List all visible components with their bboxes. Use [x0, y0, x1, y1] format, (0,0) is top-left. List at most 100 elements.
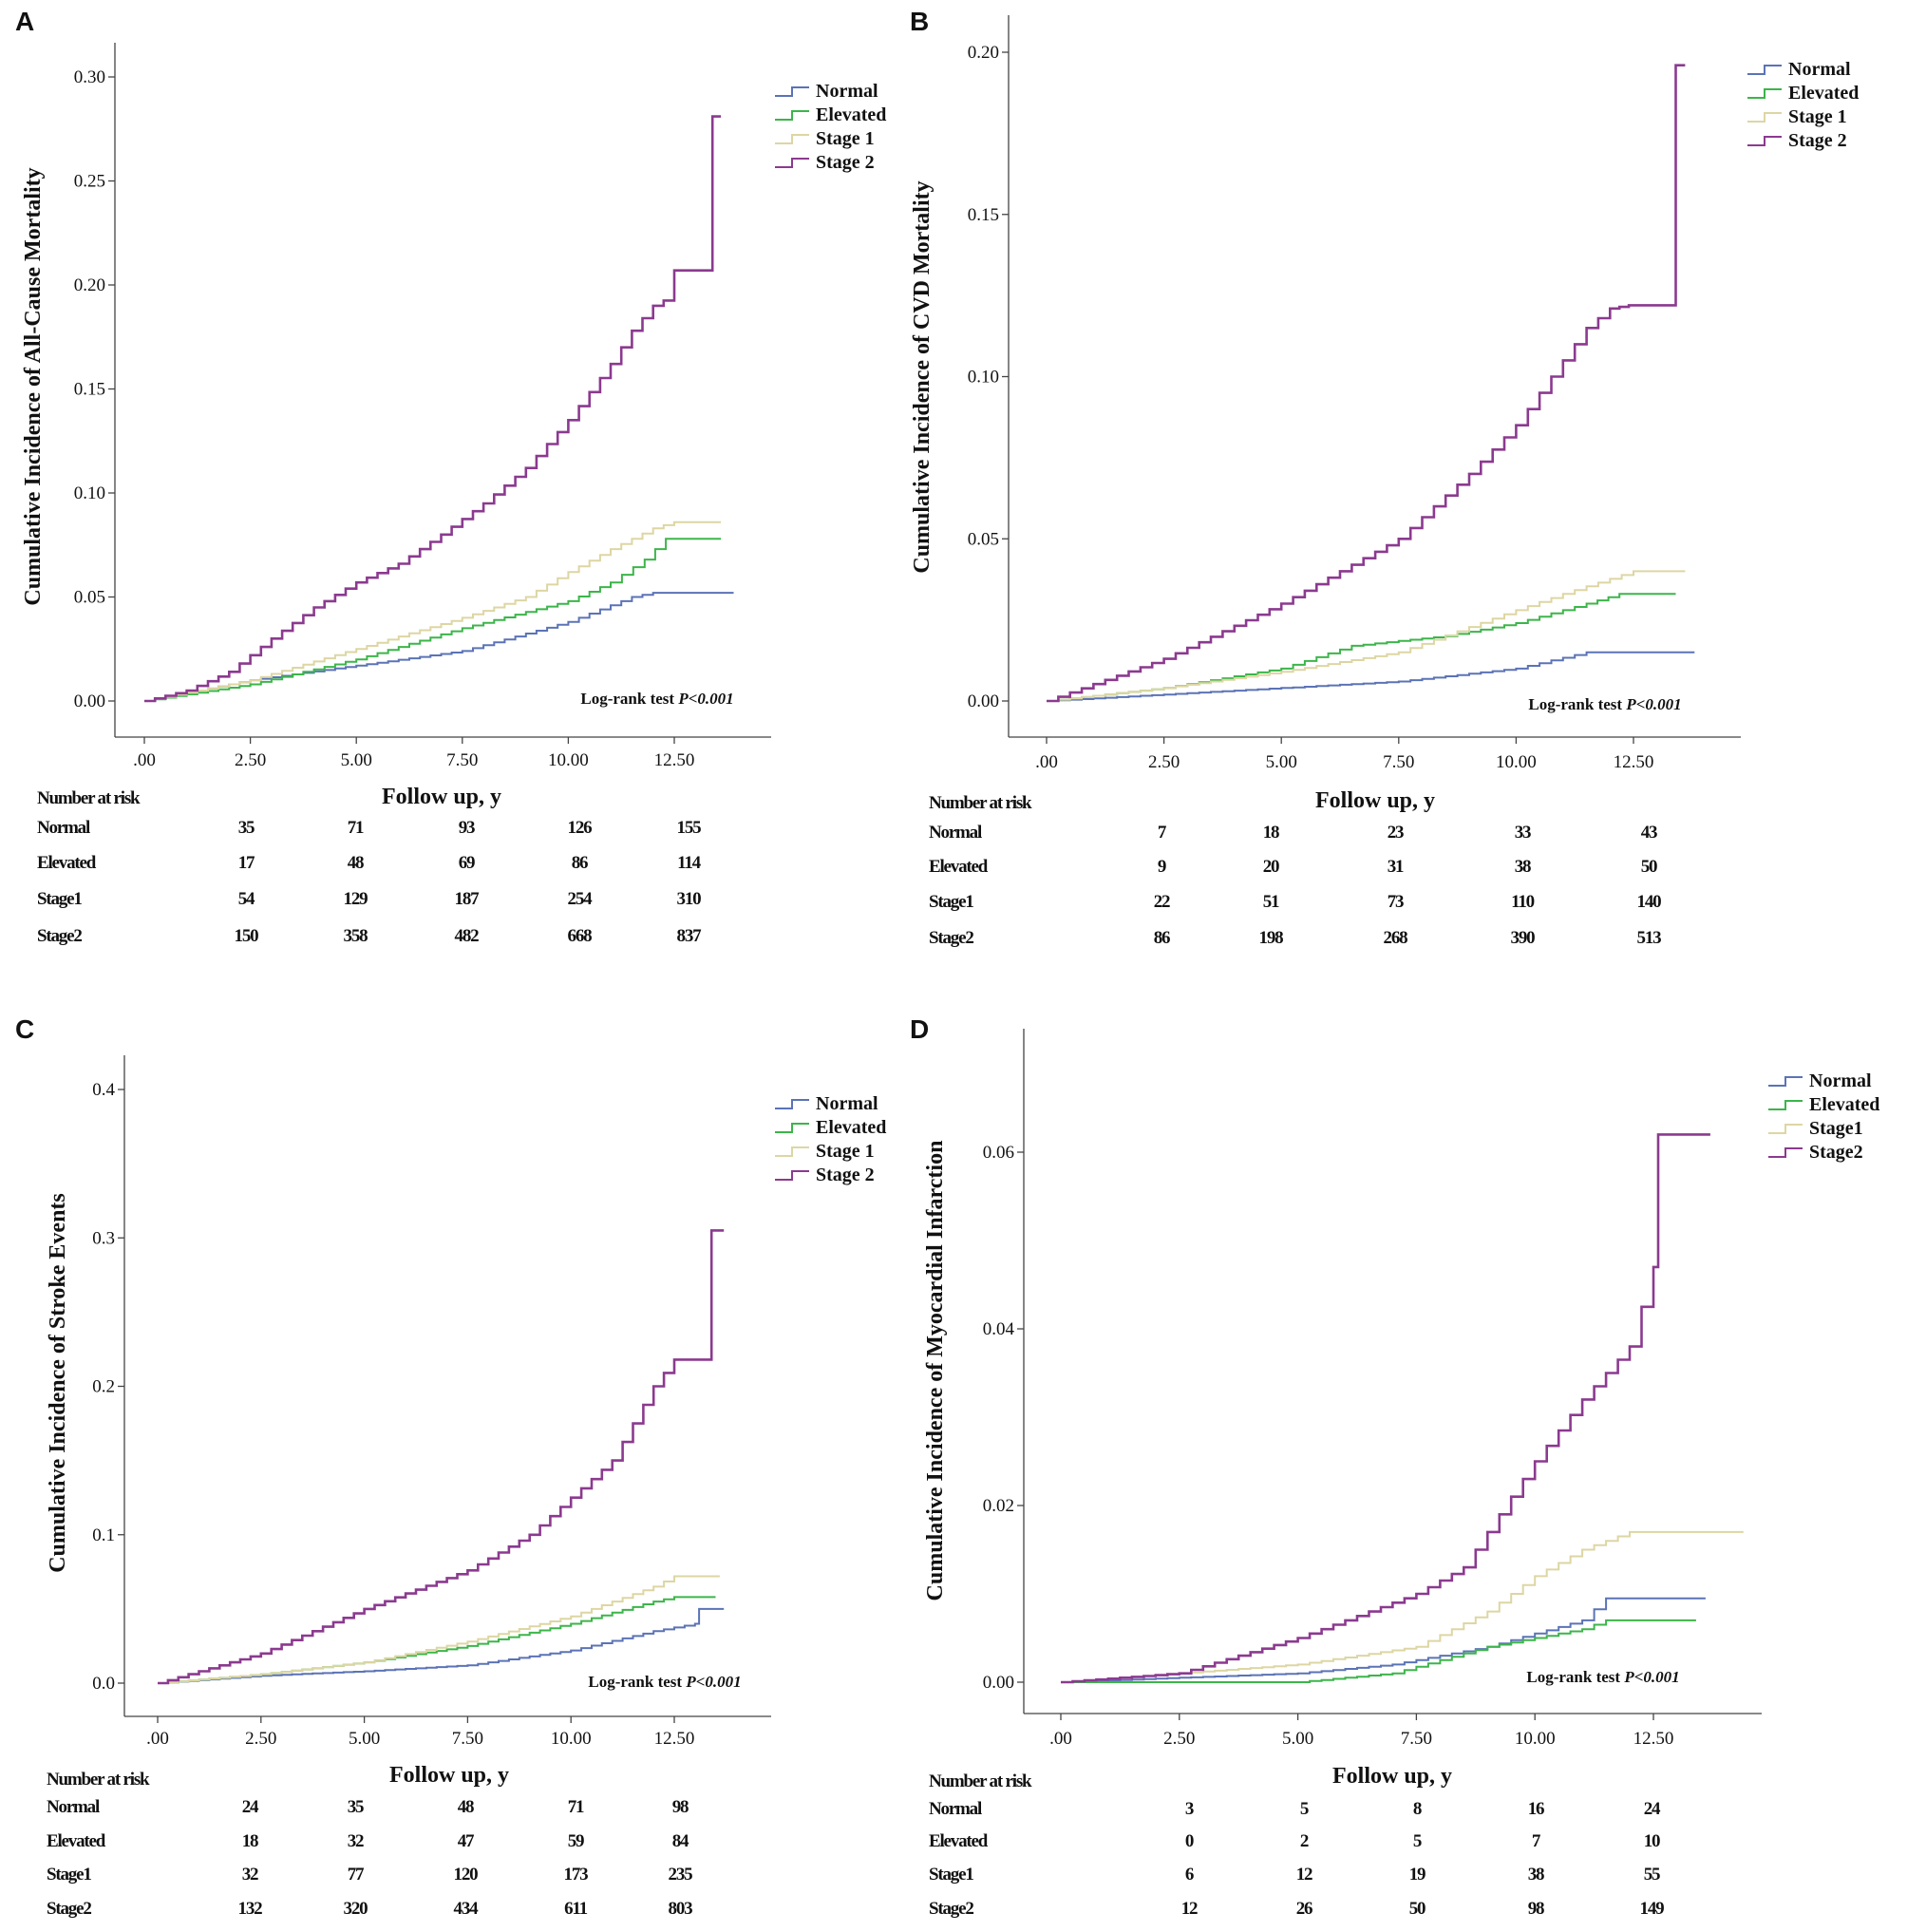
risk-cell: 86 — [1154, 928, 1170, 948]
y-tick-label: 0.4 — [92, 1080, 115, 1100]
panel-letter: C — [15, 1014, 34, 1044]
series-line-elevated — [1061, 1619, 1696, 1683]
risk-cell: 54 — [238, 889, 255, 909]
x-axis-label: Follow up, y — [1332, 1764, 1452, 1789]
risk-table-row: Stage2 12 26 50 98 149 — [929, 1899, 1665, 1919]
x-tick-label: 7.50 — [1383, 752, 1414, 772]
risk-table-row: Normal 35 71 93 126 155 — [37, 818, 702, 838]
legend-swatch — [775, 86, 809, 97]
risk-row-label: Stage2 — [47, 1899, 91, 1919]
logrank-p-value: P<0.001 — [1625, 695, 1681, 713]
risk-cell: 22 — [1154, 892, 1170, 912]
legend-label: Normal — [1788, 59, 1851, 80]
risk-cell: 611 — [564, 1899, 588, 1919]
risk-cell: 3 — [1185, 1799, 1194, 1819]
legend-swatch — [775, 158, 809, 168]
risk-row-label: Normal — [929, 823, 982, 843]
series-line-elevated — [144, 538, 722, 702]
x-tick-label: 12.50 — [654, 750, 695, 770]
risk-row-label: Elevated — [929, 857, 989, 877]
legend-label: Stage1 — [1809, 1118, 1863, 1139]
risk-row-label: Stage1 — [47, 1865, 91, 1885]
risk-table-row: Elevated 9 20 31 38 50 — [929, 857, 1658, 877]
legend-label: Stage 2 — [1788, 130, 1847, 151]
series-line-stage-2 — [1047, 64, 1686, 703]
logrank-text: Log-rank test — [1526, 1668, 1624, 1686]
legend-label: Elevated — [816, 1117, 886, 1138]
x-tick-label: 5.00 — [349, 1729, 380, 1749]
risk-cell: 93 — [459, 818, 475, 838]
risk-table: Number at risk Normal 35 71 93 126 155 Elevated… — [37, 788, 703, 946]
legend-label: Stage 1 — [1788, 106, 1847, 127]
risk-table-row: Elevated 18 32 47 59 84 — [47, 1831, 690, 1851]
risk-cell: 390 — [1511, 928, 1536, 948]
risk-table-row: Stage2 132 320 434 611 803 — [47, 1899, 693, 1919]
risk-table-title: Number at risk — [929, 1771, 1032, 1791]
x-tick-label: 12.50 — [1633, 1729, 1674, 1749]
risk-cell: 668 — [568, 926, 593, 946]
risk-table-title: Number at risk — [47, 1770, 150, 1790]
logrank-p-value: P<0.001 — [685, 1673, 741, 1691]
risk-cell: 254 — [568, 889, 594, 909]
y-tick-label: 0.06 — [983, 1143, 1014, 1163]
x-tick-label: 2.50 — [1148, 752, 1180, 772]
series-line-stage-2 — [1061, 1133, 1710, 1684]
legend-label: Stage 2 — [816, 1165, 875, 1185]
risk-cell: 268 — [1384, 928, 1408, 948]
risk-cell: 434 — [454, 1899, 480, 1919]
risk-cell: 32 — [348, 1831, 364, 1851]
x-tick-label: .00 — [133, 750, 156, 770]
risk-cell: 47 — [458, 1831, 475, 1851]
legend-label: Normal — [816, 1093, 878, 1114]
legend-swatch — [1768, 1076, 1803, 1087]
risk-cell: 77 — [348, 1865, 365, 1885]
risk-cell: 48 — [348, 853, 364, 873]
y-tick-label: 0.05 — [968, 529, 999, 549]
x-tick-label: 12.50 — [1614, 752, 1654, 772]
risk-cell: 18 — [242, 1831, 258, 1851]
legend-swatch — [775, 110, 809, 121]
series-line-normal — [1047, 651, 1695, 702]
legend-swatch — [1747, 136, 1782, 146]
risk-table-row: Elevated 0 2 5 7 10 — [929, 1831, 1661, 1851]
legend-label: Normal — [816, 81, 878, 102]
risk-table: Number at risk Normal 7 18 23 33 43 Elevated 9 20… — [929, 793, 1662, 948]
legend-swatch — [1768, 1100, 1803, 1110]
legend-swatch — [775, 1146, 809, 1157]
legend-label: Stage 1 — [816, 128, 875, 149]
risk-cell: 71 — [348, 818, 364, 838]
risk-cell: 24 — [1644, 1799, 1661, 1819]
legend-swatch — [775, 1123, 809, 1133]
panel-letter: B — [910, 7, 929, 36]
y-tick-label: 0.02 — [983, 1496, 1014, 1516]
risk-cell: 7 — [1158, 823, 1167, 843]
y-axis-label: Cumulative Incidence of All-Cause Mortal… — [21, 167, 46, 605]
risk-table-row: Stage2 86 198 268 390 513 — [929, 928, 1662, 948]
legend-label: Stage2 — [1809, 1142, 1863, 1163]
legend-swatch — [775, 1170, 809, 1181]
x-tick-label: 10.00 — [548, 750, 589, 770]
risk-cell: 50 — [1409, 1899, 1426, 1919]
risk-cell: 20 — [1263, 857, 1279, 877]
risk-cell: 23 — [1388, 823, 1404, 843]
risk-cell: 35 — [238, 818, 255, 838]
risk-row-label: Normal — [929, 1799, 982, 1819]
risk-row-label: Normal — [37, 818, 90, 838]
risk-cell: 837 — [677, 926, 703, 946]
panel-c: C 0.0 0.1 0.2 0.3 0.4 .00 2.50 5.00 7.50 10.00 12.5… — [15, 1014, 886, 1919]
y-tick-label: 0.25 — [74, 172, 105, 192]
y-tick-label: 0.0 — [92, 1674, 115, 1694]
risk-row-label: Stage1 — [37, 889, 82, 909]
risk-cell: 33 — [1515, 823, 1531, 843]
risk-cell: 19 — [1409, 1865, 1426, 1885]
risk-row-label: Stage2 — [929, 928, 973, 948]
logrank-annotation: Log-rank test P<0.001 — [1526, 1668, 1679, 1686]
risk-cell: 235 — [669, 1865, 693, 1885]
legend-swatch — [775, 134, 809, 144]
risk-cell: 5 — [1300, 1799, 1309, 1819]
risk-cell: 5 — [1413, 1831, 1422, 1851]
risk-cell: 187 — [455, 889, 481, 909]
risk-cell: 173 — [564, 1865, 589, 1885]
series-line-stage-1 — [1061, 1530, 1744, 1683]
risk-row-label: Normal — [47, 1797, 100, 1817]
